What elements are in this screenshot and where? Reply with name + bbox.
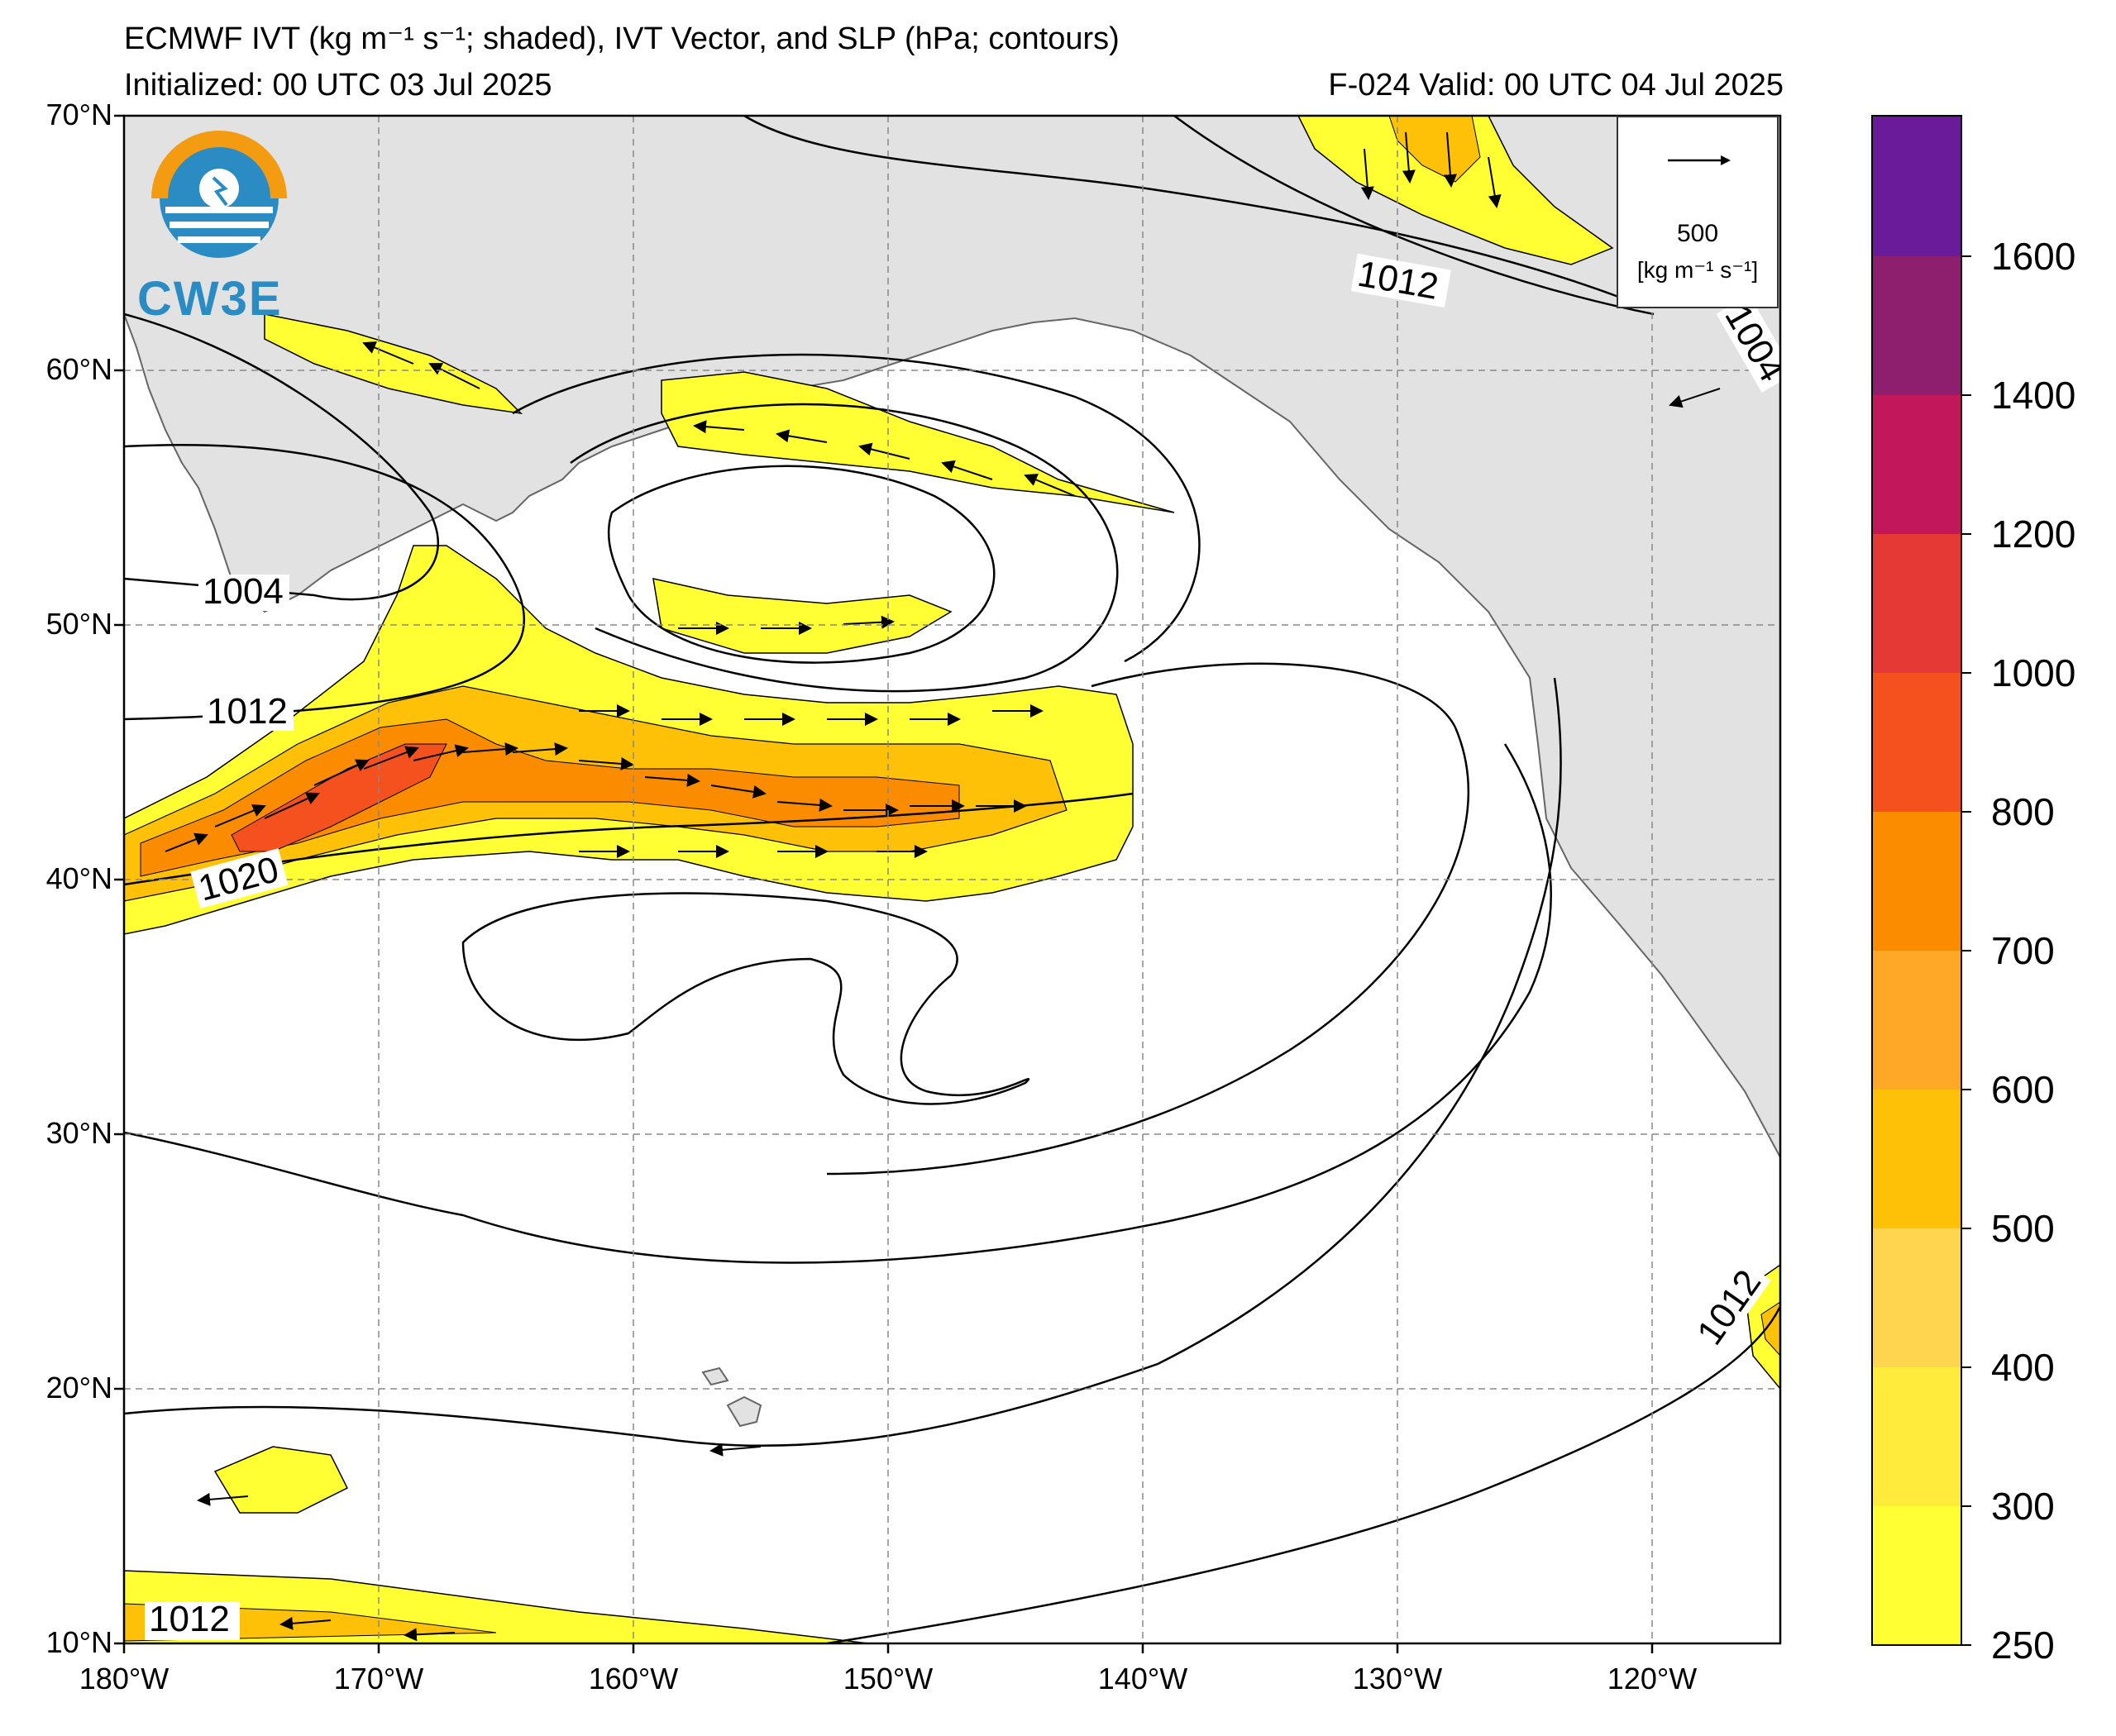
ivt-vector	[512, 742, 568, 756]
slp-contour	[1173, 116, 1655, 316]
ivt-vector	[428, 363, 480, 389]
ivt-vector	[693, 420, 745, 434]
ivt-vector	[578, 756, 634, 770]
lat-label: 30°N	[45, 1116, 112, 1150]
ivt-vector	[1024, 474, 1076, 497]
colorbar-label: 250	[1991, 1624, 2055, 1667]
ivt-vector	[197, 1492, 249, 1506]
ivt-band-nw	[264, 313, 523, 415]
ivt-vector	[279, 1616, 332, 1630]
ivt-vector	[1488, 156, 1502, 208]
lat-label: 40°N	[45, 861, 112, 895]
slp-contour	[826, 1305, 1780, 1643]
cw3e-logo	[151, 131, 287, 258]
ivt-vector	[264, 792, 320, 819]
map-title: ECMWF IVT (kg m⁻¹ s⁻¹; shaded), IVT Vect…	[124, 21, 1120, 56]
colorbar-label: 1400	[1991, 374, 2076, 417]
ivt-vector	[776, 429, 828, 443]
slp-contour	[124, 677, 1562, 1447]
colorbar-label: 1600	[1991, 235, 2076, 278]
colorbar-label: 1200	[1991, 513, 2076, 556]
slp-contour	[512, 353, 1201, 663]
ivt-vector	[363, 746, 419, 770]
ivt-vector	[941, 460, 993, 480]
lat-label: 10°N	[45, 1625, 112, 1659]
ivt-vector	[843, 615, 895, 629]
ivt-vector	[462, 742, 518, 756]
ivt-vectors	[165, 131, 1721, 1642]
slp-contour	[124, 444, 526, 721]
hawaii-island	[726, 1395, 762, 1428]
lon-label: 150°W	[843, 1662, 934, 1695]
legend-unit: [kg m⁻¹ s⁻¹]	[1636, 257, 1759, 283]
lat-label: 70°N	[45, 98, 112, 131]
ivt-vector	[1443, 131, 1457, 188]
lat-label: 60°N	[45, 352, 112, 386]
colorbar-label: 1000	[1991, 651, 2076, 694]
ivt-vector	[709, 1443, 762, 1457]
lon-label: 120°W	[1607, 1662, 1698, 1695]
ivt-vector	[165, 832, 208, 852]
colorbar-label: 600	[1991, 1068, 2055, 1111]
ivt-vector	[362, 341, 414, 365]
grid-lines	[124, 116, 1780, 1643]
colorbar-label: 800	[1991, 790, 2055, 833]
cw3e-logo-text: CW3E	[137, 272, 283, 326]
lat-label: 50°N	[45, 607, 112, 641]
ivt-vector	[413, 744, 469, 761]
colorbar	[1871, 115, 1971, 1646]
vector-legend: 500 [kg m⁻¹ s⁻¹]	[1617, 116, 1779, 308]
ivt-vector	[644, 773, 700, 787]
ivt-vector	[858, 442, 910, 460]
slp-label-1012-w: 1012	[207, 691, 288, 732]
colorbar-label: 700	[1991, 929, 2055, 972]
slp-contour	[124, 743, 1552, 1264]
lon-label: 170°W	[333, 1662, 424, 1695]
legend-arrow-icon	[1668, 155, 1731, 165]
lat-label: 20°N	[45, 1371, 112, 1405]
ivt-vector	[1360, 148, 1374, 200]
slp-contour	[826, 662, 1470, 1176]
slp-label-1012-sw: 1012	[149, 1599, 230, 1639]
init-time: Initialized: 00 UTC 03 Jul 2025	[124, 68, 552, 103]
valid-time: F-024 Valid: 00 UTC 04 Jul 2025	[1328, 68, 1784, 103]
colorbar-label: 300	[1991, 1485, 2055, 1528]
ivt-vector	[710, 785, 767, 799]
colorbar-label: 400	[1991, 1346, 2055, 1389]
ivt-vector	[214, 804, 266, 827]
axis-ticks	[114, 114, 1654, 1653]
ivt-band-yukon	[1297, 116, 1614, 265]
ivt-vector	[776, 798, 833, 812]
legend-value: 500	[1676, 220, 1719, 247]
hawaii-island	[701, 1366, 729, 1386]
slp-contour	[461, 892, 1030, 1105]
lon-label: 180°W	[79, 1662, 170, 1695]
ivt-vector	[404, 1628, 456, 1642]
lon-label: 130°W	[1352, 1662, 1443, 1695]
ivt-vector	[313, 759, 370, 786]
ivt-vector	[1669, 388, 1721, 408]
colorbar-label: 500	[1991, 1207, 2055, 1250]
ivt-vector	[1402, 131, 1416, 184]
slp-contours	[124, 116, 1780, 1643]
slp-label-1004-w: 1004	[203, 571, 284, 612]
slp-contour	[570, 403, 1119, 693]
slp-contour	[607, 465, 996, 664]
lon-label: 140°W	[1097, 1662, 1188, 1695]
slp-contour	[743, 116, 1622, 299]
lon-label: 160°W	[588, 1662, 679, 1695]
slp-contour	[124, 312, 439, 601]
